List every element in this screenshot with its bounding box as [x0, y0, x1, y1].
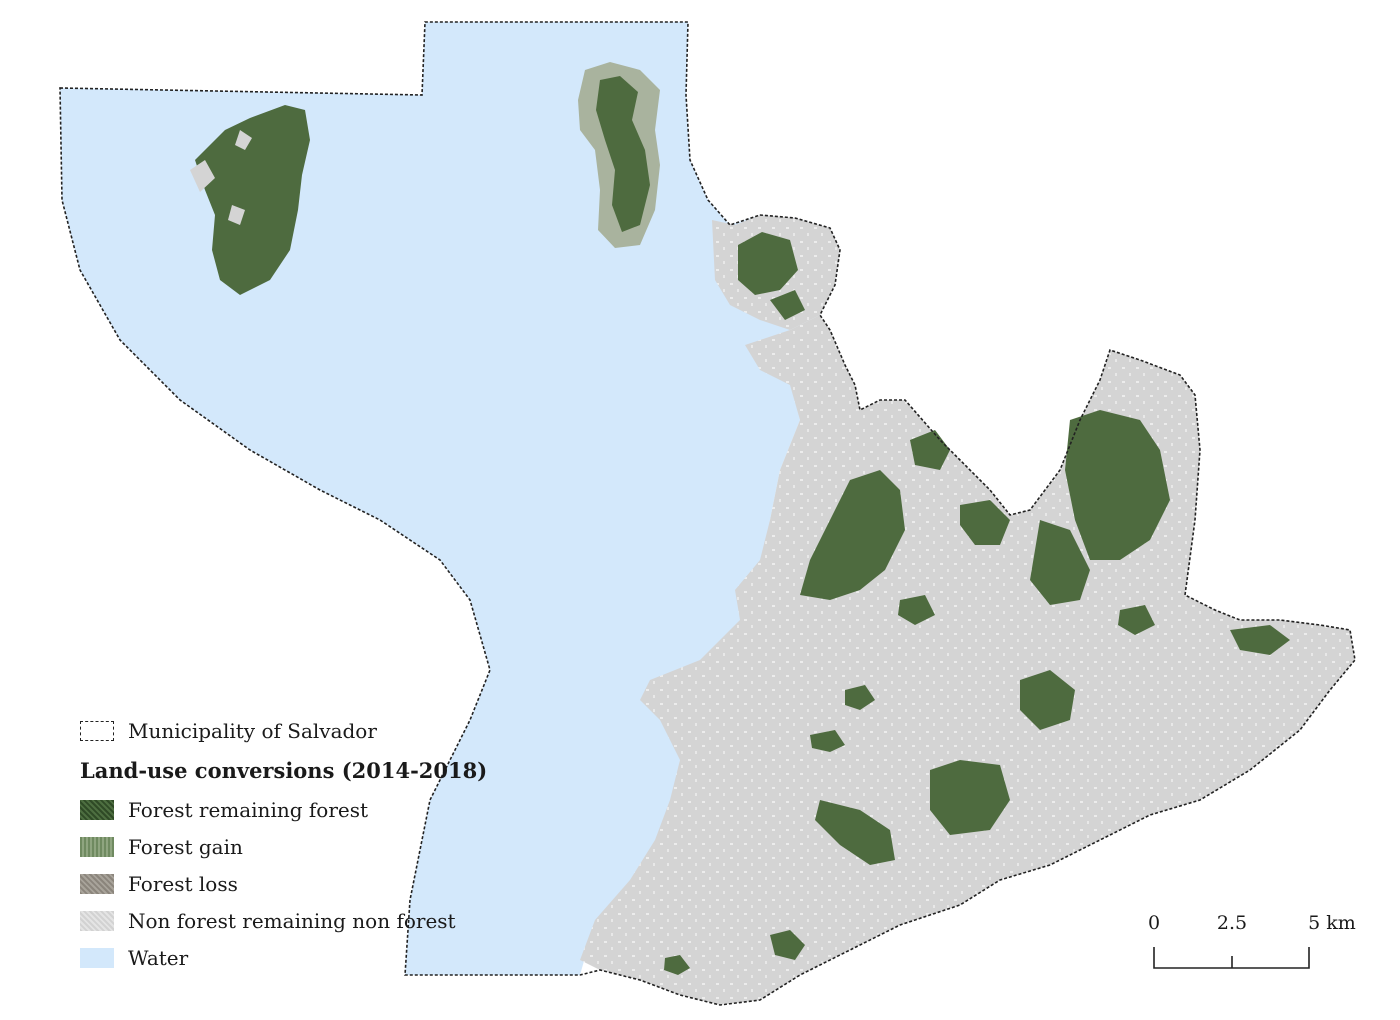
legend-item-nonforest: Non forest remaining non forest [80, 902, 540, 939]
legend-item-boundary: Municipality of Salvador [80, 712, 540, 749]
gain-swatch [80, 836, 114, 857]
scale-label-start: 0 [1147, 912, 1161, 934]
island-middle-forest [596, 76, 650, 232]
legend-label: Forest loss [128, 871, 238, 896]
island-west-patches [190, 130, 252, 225]
boundary-swatch [80, 720, 114, 741]
legend-title: Land-use conversions (2014-2018) [80, 757, 488, 783]
legend-item-gain: Forest gain [80, 828, 540, 865]
legend-label: Forest gain [128, 834, 243, 859]
legend-item-water: Water [80, 939, 540, 976]
scale-label-end: 5 km [1308, 912, 1356, 934]
legend-item-loss: Forest loss [80, 865, 540, 902]
nonforest-swatch [80, 910, 114, 931]
legend-label: Non forest remaining non forest [128, 908, 456, 933]
loss-swatch [80, 873, 114, 894]
island-west [195, 105, 310, 295]
municipality-boundary [59, 21, 1356, 1006]
scale-bar: 0 2.5 5 km [1140, 912, 1370, 982]
peninsula-forest [738, 232, 805, 320]
scale-bar-line [1153, 947, 1310, 969]
legend-item-forest: Forest remaining forest [80, 791, 540, 828]
water-swatch [80, 947, 114, 968]
scale-label-mid: 2.5 [1216, 912, 1248, 934]
legend-label: Water [128, 945, 189, 970]
legend-label: Municipality of Salvador [128, 718, 377, 743]
map-legend: Municipality of Salvador Land-use conver… [80, 712, 540, 976]
forest-swatch [80, 799, 114, 820]
legend-label: Forest remaining forest [128, 797, 369, 822]
mainland-forest-patches [664, 410, 1290, 975]
